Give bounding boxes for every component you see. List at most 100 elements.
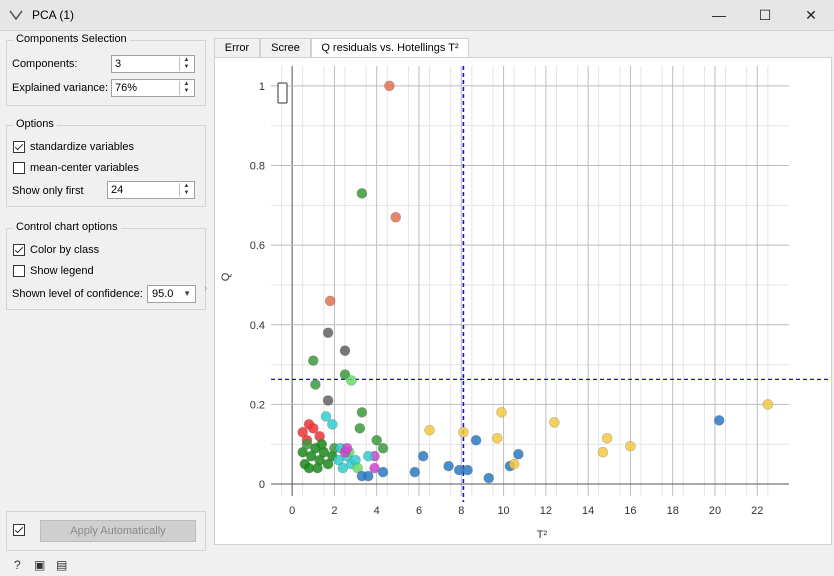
data-point: [625, 440, 636, 452]
data-point: [549, 417, 560, 428]
legend-toggle-box[interactable]: [277, 82, 288, 104]
data-point: [377, 442, 389, 454]
data-point: [356, 188, 368, 199]
x-tick-label: 6: [416, 505, 422, 517]
data-point: [409, 466, 421, 478]
tab-scree[interactable]: Scree: [260, 38, 311, 58]
data-point: [483, 472, 495, 484]
tab-error[interactable]: Error: [214, 38, 260, 58]
data-point: [310, 379, 321, 390]
data-point: [322, 327, 334, 339]
minimize-button[interactable]: —: [712, 7, 726, 23]
explained-variance-value: 76%: [115, 82, 138, 94]
data-point: [333, 454, 344, 466]
x-axis-label: T²: [537, 529, 548, 541]
data-point: [297, 446, 309, 458]
data-point: [322, 458, 334, 470]
data-point: [307, 355, 319, 366]
x-tick-label: 2: [331, 505, 337, 517]
data-point: [390, 211, 402, 223]
data-point: [371, 434, 383, 446]
scatter-chart[interactable]: 0 2 4 6 8 10 12 14 16 18 20 22 0 0.2 0.4 0.6 0.8 1 T² Q: [215, 58, 831, 544]
data-point: [491, 432, 503, 444]
window-title: PCA (1): [32, 8, 75, 22]
x-tick-label: 12: [540, 505, 552, 517]
options-group: Options: [6, 118, 206, 207]
data-point: [597, 446, 609, 458]
spin-arrows-icon[interactable]: ▲ ▼: [179, 57, 193, 71]
standardize-checkbox[interactable]: [13, 141, 25, 153]
confidence-label: Shown level of confidence:: [12, 288, 143, 300]
components-value: 3: [115, 58, 122, 70]
x-tick-label: 14: [582, 505, 594, 517]
apply-auto-checkbox[interactable]: [13, 524, 25, 536]
x-tick-label: 0: [289, 505, 295, 517]
x-tick-label: 8: [458, 505, 464, 517]
explained-variance-spinbox[interactable]: 76% ▲ ▼: [111, 79, 195, 97]
y-tick-label: 0.4: [250, 320, 265, 332]
standardize-label: standardize variables: [30, 141, 134, 153]
data-point: [369, 462, 380, 474]
data-point: [362, 470, 374, 482]
data-point: [458, 426, 469, 438]
data-point: [337, 462, 349, 474]
data-point: [462, 464, 473, 476]
data-point: [362, 450, 374, 462]
data-point: [513, 448, 524, 460]
data-point: [339, 369, 351, 380]
x-tick-label: 4: [374, 505, 380, 517]
show-only-first-spinbox[interactable]: 24 ▲ ▼: [107, 181, 195, 199]
y-tick-label: 0.6: [250, 240, 265, 252]
data-point: [320, 411, 332, 422]
data-point: [339, 345, 351, 356]
data-point: [713, 415, 725, 426]
data-point: [327, 419, 338, 430]
components-spinbox[interactable]: 3 ▲ ▼: [111, 55, 195, 73]
data-point: [324, 295, 336, 307]
x-tick-label: 18: [667, 505, 679, 517]
data-point: [762, 399, 774, 410]
data-point: [312, 462, 323, 474]
save-icon[interactable]: ▣: [34, 558, 46, 572]
spin-arrows-icon[interactable]: ▲ ▼: [179, 81, 193, 95]
data-point: [341, 442, 353, 454]
show-legend-checkbox[interactable]: [13, 265, 25, 277]
data-point: [305, 450, 317, 462]
y-axis-label: Q: [220, 272, 232, 281]
data-point: [307, 423, 319, 434]
data-point: [346, 375, 357, 386]
x-tick-label: 10: [497, 505, 509, 517]
pca-app-icon: [9, 10, 23, 21]
data-point: [496, 407, 507, 418]
data-point: [301, 438, 313, 450]
data-point: [443, 460, 454, 472]
control-chart-title: Control chart options: [13, 221, 121, 233]
data-point: [297, 426, 309, 438]
close-button[interactable]: ✕: [805, 6, 817, 23]
data-point: [354, 423, 366, 434]
explained-variance-label: Explained variance:: [12, 82, 109, 94]
maximize-button[interactable]: ☐: [758, 6, 772, 23]
tab-q-residuals[interactable]: Q residuals vs. Hotellings T²: [311, 38, 469, 59]
data-point: [356, 407, 368, 418]
components-label: Components:: [12, 58, 78, 70]
help-icon[interactable]: ?: [14, 558, 21, 572]
spin-arrows-icon[interactable]: ▲ ▼: [179, 183, 193, 197]
y-tick-label: 0.8: [250, 161, 265, 173]
color-by-class-checkbox[interactable]: [13, 244, 25, 256]
data-point: [508, 458, 520, 470]
data-point: [417, 450, 429, 462]
components-selection-group: Components Selection: [6, 33, 206, 106]
components-selection-title: Components Selection: [13, 33, 130, 45]
splitter-arrow-icon[interactable]: ›: [204, 283, 208, 294]
show-only-first-value: 24: [111, 184, 124, 196]
data-point: [470, 434, 482, 446]
data-point: [377, 466, 389, 478]
mean-center-checkbox[interactable]: [13, 162, 25, 174]
color-by-class-label: Color by class: [30, 244, 100, 256]
data-point: [316, 438, 328, 450]
apply-automatically-button[interactable]: Apply Automatically: [40, 520, 196, 542]
chevron-down-icon: ▼: [183, 289, 191, 298]
confidence-combobox[interactable]: 95.0 ▼: [147, 285, 196, 303]
report-icon[interactable]: ▤: [56, 558, 68, 572]
